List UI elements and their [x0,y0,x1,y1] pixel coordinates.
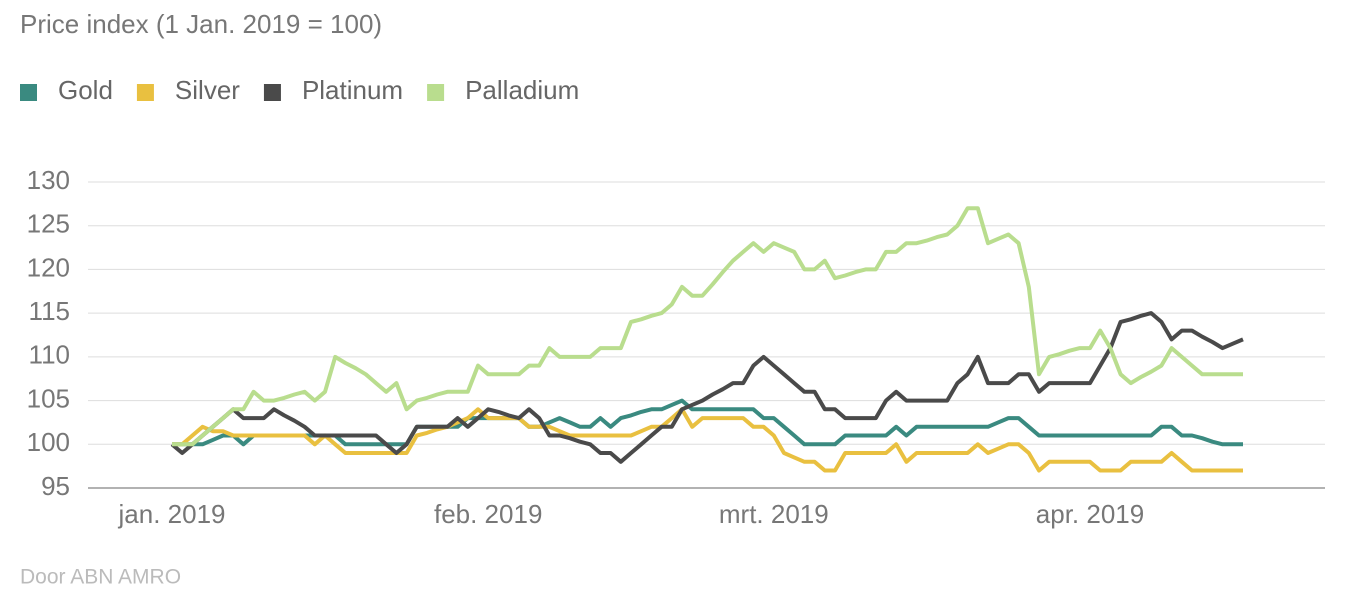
legend-swatch [427,84,445,101]
y-tick-label: 100 [27,427,70,457]
legend-label: Silver [175,75,240,105]
y-tick-label: 95 [41,471,70,501]
legend-label: Gold [58,75,113,105]
x-tick-label: jan. 2019 [118,499,226,529]
legend-swatch [136,84,154,101]
legend-swatch [263,84,281,101]
y-tick-label: 125 [27,209,70,239]
x-tick-label: apr. 2019 [1036,499,1144,529]
series-line [172,398,1243,447]
y-tick-label: 105 [27,383,70,413]
series-line [172,407,1243,473]
y-tick-label: 110 [29,340,70,370]
chart-title: Price index (1 Jan. 2019 = 100) [20,9,382,39]
x-tick-label: mrt. 2019 [719,499,829,529]
source: Door ABN AMRO [20,566,181,589]
y-tick-label: 120 [27,252,70,282]
y-tick-label: 115 [29,296,70,326]
series-line [170,311,1244,464]
x-tick-label: feb. 2019 [434,499,542,529]
legend-swatch [20,84,37,101]
legend-label: Platinum [302,75,403,105]
series-line [172,206,1243,447]
legend-label: Palladium [465,75,579,105]
y-tick-label: 130 [27,165,70,195]
